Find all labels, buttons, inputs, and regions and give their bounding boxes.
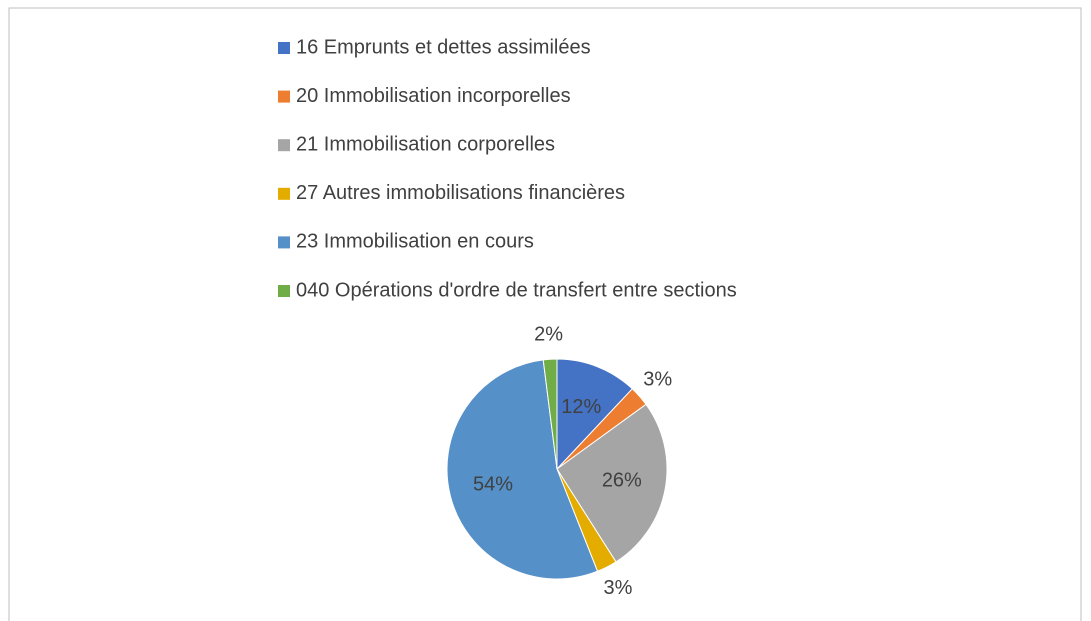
pie-slice — [446, 359, 599, 580]
legend-swatch — [278, 285, 290, 297]
data-label: 12% — [561, 396, 601, 418]
legend-swatch — [278, 90, 290, 103]
legend-label: 23 Immobilisation en cours — [296, 231, 534, 253]
legend-label: 040 Opérations d'ordre de transfert entr… — [296, 279, 737, 301]
legend-label: 21 Immobilisation corporelles — [296, 133, 555, 155]
legend-swatch — [278, 236, 290, 249]
legend-swatch — [278, 187, 290, 200]
data-label: 3% — [643, 369, 672, 391]
pie-slice — [556, 358, 634, 471]
chart-frame — [8, 7, 1082, 621]
pie-slice — [542, 358, 558, 470]
legend-label: 16 Emprunts et dettes assimilées — [296, 36, 591, 58]
data-label: 3% — [603, 577, 632, 599]
data-label: 54% — [473, 474, 513, 496]
pie-slice — [556, 403, 668, 563]
legend-label: 20 Immobilisation incorporelles — [296, 85, 571, 107]
legend-label: 27 Autres immobilisations financières — [296, 182, 625, 204]
data-label: 26% — [602, 470, 642, 492]
legend-swatch — [278, 42, 290, 54]
data-label: 2% — [534, 323, 563, 345]
legend-swatch — [278, 139, 290, 152]
